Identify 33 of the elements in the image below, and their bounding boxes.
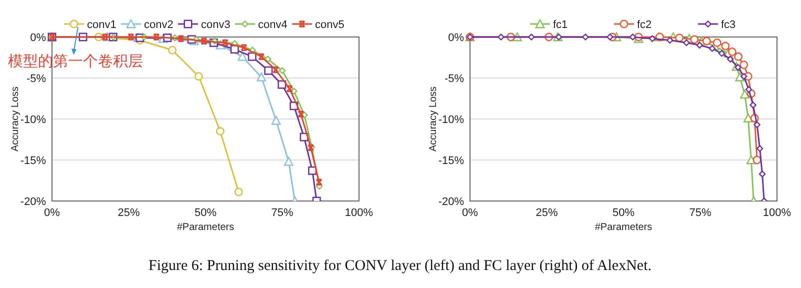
legend-label: conv5 bbox=[315, 19, 344, 31]
y-tick-label: -5% bbox=[26, 73, 46, 85]
y-tick-label: -15% bbox=[438, 155, 464, 167]
legend-label: conv3 bbox=[201, 19, 230, 31]
y-tick-label: -15% bbox=[20, 155, 46, 167]
x-tick-label: 100% bbox=[762, 207, 792, 219]
y-tick-label: -20% bbox=[20, 196, 46, 208]
x-tick-label: 50% bbox=[612, 207, 635, 219]
x-tick-label: 75% bbox=[271, 207, 294, 219]
y-tick-label: 0% bbox=[30, 32, 46, 44]
x-tick-label: 25% bbox=[118, 207, 140, 219]
y-tick-label: 0% bbox=[448, 32, 464, 44]
y-tick-label: -10% bbox=[438, 114, 464, 126]
x-axis-title: #Parameters bbox=[594, 222, 652, 233]
y-tick-label: -10% bbox=[20, 114, 46, 126]
legend-label: conv2 bbox=[144, 19, 174, 31]
legend-label: fc1 bbox=[553, 19, 568, 31]
caption: Figure 6: Pruning sensitivity for CONV layer (left) and FC layer (right) of AlexNet. bbox=[148, 258, 652, 274]
x-tick-label: 50% bbox=[194, 207, 217, 219]
y-axis-title: Accuracy Loss bbox=[428, 86, 439, 152]
x-tick-label: 100% bbox=[344, 207, 374, 219]
x-tick-label: 75% bbox=[689, 207, 712, 219]
y-tick-label: -20% bbox=[438, 196, 464, 208]
x-axis-title: #Parameters bbox=[176, 222, 234, 233]
x-tick-label: 25% bbox=[536, 207, 558, 219]
x-tick-label: 0% bbox=[44, 207, 60, 219]
legend-label: conv4 bbox=[258, 19, 288, 31]
legend-label: conv1 bbox=[87, 19, 116, 31]
legend-label: fc3 bbox=[721, 19, 736, 31]
legend-label: fc2 bbox=[637, 19, 652, 31]
x-tick-label: 0% bbox=[462, 207, 478, 219]
y-tick-label: -5% bbox=[444, 73, 464, 85]
y-axis-title: Accuracy Loss bbox=[10, 86, 21, 152]
